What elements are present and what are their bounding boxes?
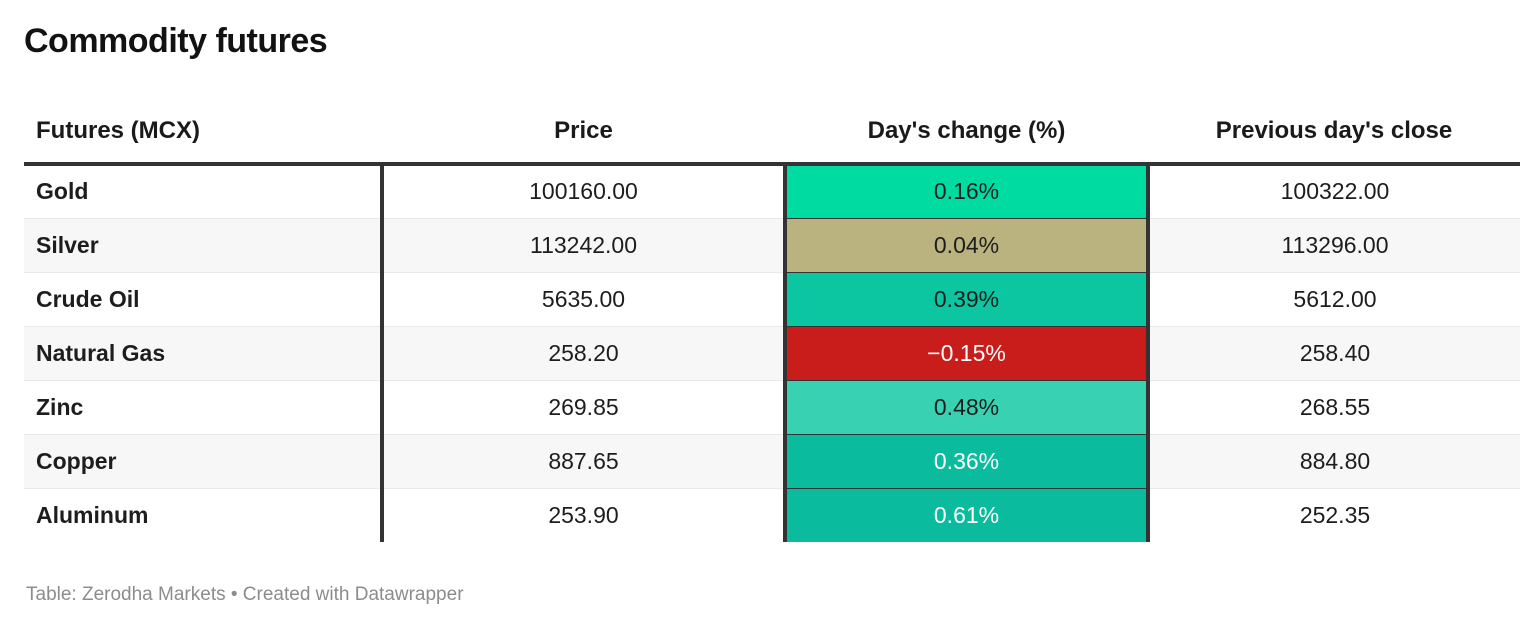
page: Commodity futures Futures (MCX) Price Da… <box>24 22 1520 605</box>
column-header-prev-close: Previous day's close <box>1215 117 1453 144</box>
days-change-cell: −0.15% <box>783 325 1150 380</box>
price-cell: 113242.00 <box>382 217 785 272</box>
price-cell: 253.90 <box>382 487 785 542</box>
futures-name-cell: Zinc <box>24 379 384 434</box>
column-header-price: Price <box>554 117 613 144</box>
futures-name-cell: Crude Oil <box>24 271 384 326</box>
prev-close-cell: 252.35 <box>1148 487 1520 542</box>
header-row: Futures (MCX) Price Day's change (%) Pre… <box>24 117 1520 164</box>
days-change-cell: 0.16% <box>783 164 1150 218</box>
column-header-change: Day's change (%) <box>867 117 1066 144</box>
price-cell: 258.20 <box>382 325 785 380</box>
table-header: Futures (MCX) Price Day's change (%) Pre… <box>24 117 1520 164</box>
days-change-cell: 0.61% <box>783 487 1150 542</box>
price-cell: 269.85 <box>382 379 785 434</box>
futures-name-cell: Silver <box>24 217 384 272</box>
prev-close-cell: 100322.00 <box>1280 178 1390 205</box>
table-row: Zinc 269.85 0.48% 268.55 <box>24 379 1520 434</box>
days-change-cell: 0.04% <box>783 217 1150 272</box>
commodity-futures-table: Futures (MCX) Price Day's change (%) Pre… <box>24 117 1520 542</box>
days-change-cell: 0.36% <box>783 433 1150 488</box>
futures-name-cell: Aluminum <box>24 487 384 542</box>
table-row: Copper 887.65 0.36% 884.80 <box>24 433 1520 488</box>
table-row: Gold 100160.00 0.16% 100322.00 <box>24 164 1520 218</box>
futures-name-cell: Gold <box>24 164 384 218</box>
prev-close-cell: 884.80 <box>1148 433 1520 488</box>
prev-close-cell: 113296.00 <box>1148 217 1520 272</box>
table-row: Silver 113242.00 0.04% 113296.00 <box>24 217 1520 272</box>
table-body: Gold 100160.00 0.16% 100322.00 Silver 11… <box>24 164 1520 542</box>
page-title: Commodity futures <box>24 22 328 60</box>
table-footer-credit: Table: Zerodha Markets • Created with Da… <box>26 584 464 605</box>
days-change-cell: 0.39% <box>783 271 1150 326</box>
table-row: Natural Gas 258.20 −0.15% 258.40 <box>24 325 1520 380</box>
futures-name-cell: Natural Gas <box>24 325 384 380</box>
table-row: Aluminum 253.90 0.61% 252.35 <box>24 487 1520 542</box>
column-header-futures: Futures (MCX) <box>36 117 200 144</box>
prev-close-cell: 258.40 <box>1148 325 1520 380</box>
days-change-cell: 0.48% <box>783 379 1150 434</box>
prev-close-cell: 5612.00 <box>1148 271 1520 326</box>
table-row: Crude Oil 5635.00 0.39% 5612.00 <box>24 271 1520 326</box>
futures-name-cell: Copper <box>24 433 384 488</box>
prev-close-cell: 268.55 <box>1148 379 1520 434</box>
price-cell: 5635.00 <box>382 271 785 326</box>
price-cell: 100160.00 <box>529 178 638 205</box>
price-cell: 887.65 <box>382 433 785 488</box>
